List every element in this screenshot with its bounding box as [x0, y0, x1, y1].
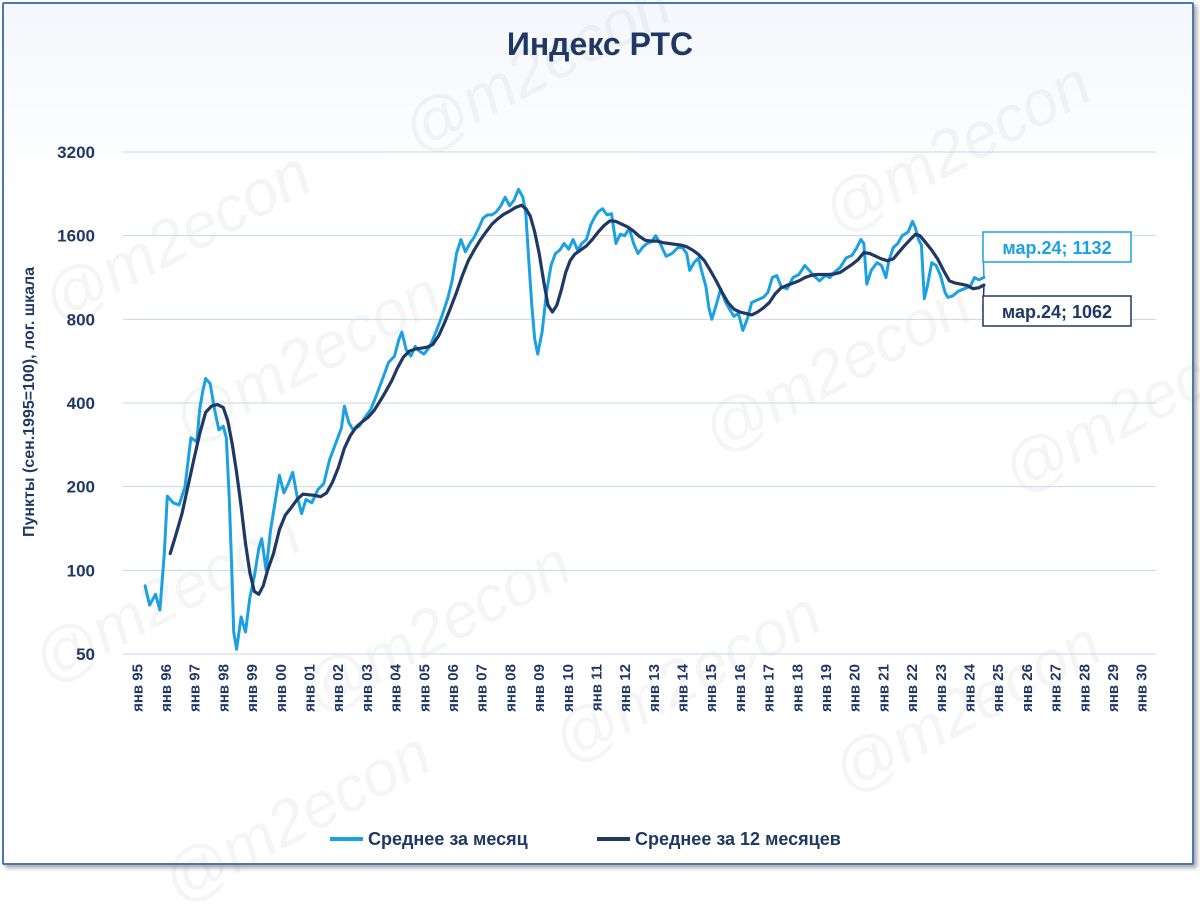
x-tick-label: янв 22 — [904, 664, 921, 712]
annotation-box — [982, 295, 1132, 327]
x-tick-label: янв 27 — [1048, 664, 1065, 712]
x-tick-label: янв 99 — [244, 664, 261, 712]
annotation-label: мар.24; 1132 — [1002, 238, 1111, 258]
chart-title: Индекс РТС — [507, 26, 693, 62]
x-tick-label: янв 12 — [617, 664, 634, 712]
x-tick-label: янв 17 — [761, 664, 778, 712]
annotation-label: мар.24; 1062 — [1002, 302, 1112, 322]
x-tick-label: янв 19 — [818, 664, 835, 712]
y-tick-label: 3200 — [57, 143, 95, 162]
x-tick-label: янв 02 — [330, 664, 347, 712]
x-tick-label: янв 05 — [416, 664, 433, 712]
series-line-2 — [168, 203, 986, 596]
legend-label: Среднее за месяц — [368, 829, 528, 849]
x-tick-label: янв 00 — [273, 664, 290, 712]
y-tick-label: 100 — [67, 561, 95, 580]
y-tick-label: 400 — [67, 394, 95, 413]
x-tick-label: янв 30 — [1134, 664, 1151, 712]
x-tick-label: янв 15 — [703, 664, 720, 712]
x-tick-label: янв 96 — [158, 664, 175, 712]
annotation-box — [982, 231, 1132, 263]
rts-index-chart: Индекс РТС 3200 1600 800 400 200 100 50 Пункты… — [21, 26, 1156, 849]
x-tick-label: янв 11 — [588, 664, 605, 711]
x-tick-label: янв 04 — [388, 663, 405, 712]
legend-label: Среднее за 12 месяцев — [635, 829, 841, 849]
x-axis-ticks: янв 95 янв 96 янв 97 янв 98 янв 99 янв 00 янв … — [129, 663, 1150, 712]
x-tick-label: янв 06 — [445, 664, 462, 712]
x-tick-label: янв 24 — [961, 663, 978, 712]
y-tick-label: 800 — [67, 310, 95, 329]
gridlines — [123, 151, 1156, 655]
x-tick-label: янв 20 — [847, 664, 864, 712]
x-tick-label: янв 29 — [1105, 664, 1122, 712]
legend: Среднее за месяц Среднее за 12 месяцев — [330, 829, 841, 849]
x-tick-label: янв 07 — [474, 664, 491, 712]
x-tick-label: янв 23 — [933, 664, 950, 712]
x-tick-label: янв 25 — [990, 664, 1007, 712]
y-axis-ticks: 3200 1600 800 400 200 100 50 — [57, 143, 95, 664]
y-axis-label: Пункты (сен.1995=100), лог. шкала — [21, 267, 38, 537]
x-tick-label: янв 03 — [359, 664, 376, 712]
x-tick-label: янв 18 — [789, 664, 806, 712]
y-tick-label: 200 — [67, 478, 95, 497]
x-tick-label: янв 08 — [502, 664, 519, 712]
x-tick-label: янв 16 — [732, 664, 749, 712]
x-tick-label: янв 01 — [302, 664, 319, 712]
x-tick-label: янв 26 — [1019, 664, 1036, 712]
y-tick-label: 1600 — [57, 227, 95, 246]
x-tick-label: янв 21 — [875, 664, 892, 712]
x-tick-label: янв 28 — [1076, 664, 1093, 712]
annotations: мар.24; 1132 мар.24; 1062 — [982, 231, 1132, 327]
series-line-1 — [143, 187, 986, 651]
x-tick-label: янв 09 — [531, 664, 548, 712]
x-tick-label: янв 10 — [560, 664, 577, 712]
y-tick-label: 50 — [76, 645, 95, 664]
x-tick-label: янв 13 — [646, 664, 663, 712]
x-tick-label: янв 14 — [675, 663, 692, 712]
x-tick-label: янв 97 — [187, 664, 204, 712]
series-lines — [143, 187, 986, 651]
x-tick-label: янв 98 — [215, 664, 232, 712]
x-tick-label: янв 95 — [129, 664, 146, 712]
